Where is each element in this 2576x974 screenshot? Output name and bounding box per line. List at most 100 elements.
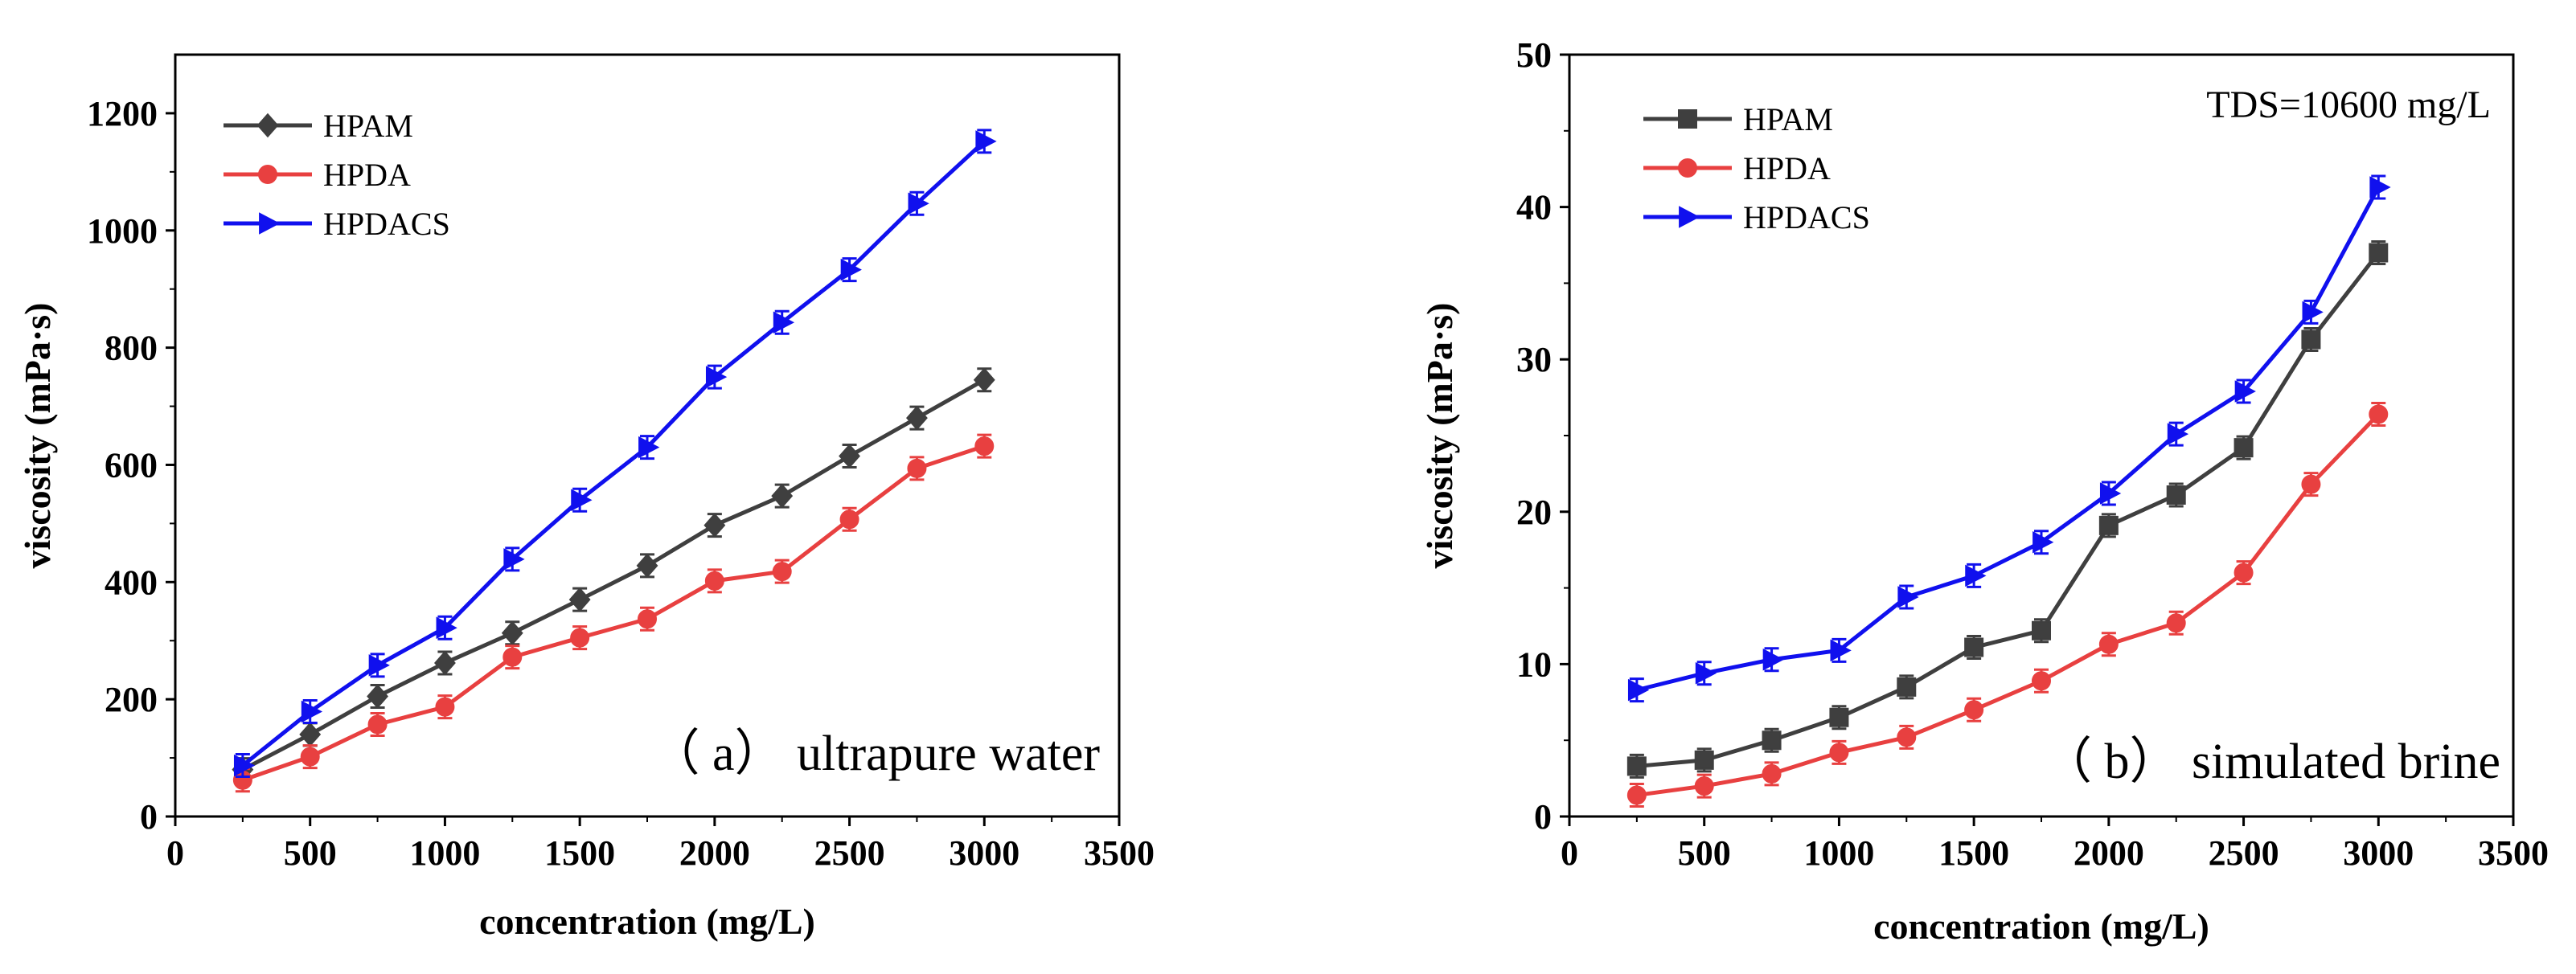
- data-point-hpda: [1829, 743, 1849, 763]
- x-axis-title: concentration (mg/L): [1873, 906, 2209, 947]
- series-line-hpam: [241, 378, 986, 771]
- data-point-hpdacs: [2032, 530, 2054, 554]
- y-tick-label: 1200: [87, 94, 158, 133]
- data-point-hpdacs: [2167, 423, 2189, 445]
- legend-marker-hpda: [258, 165, 277, 184]
- legend-marker-hpam: [1678, 109, 1697, 129]
- data-point-hpam: [433, 650, 456, 676]
- data-point-hpam: [703, 513, 726, 538]
- data-point-hpdacs: [1627, 678, 1650, 702]
- y-tick-label: 0: [140, 797, 158, 837]
- legend: HPAM HPDA HPDACS: [224, 108, 450, 242]
- data-point-hpda: [2032, 671, 2051, 691]
- data-point-hpdacs: [571, 489, 593, 511]
- y-tick-label: 600: [105, 445, 158, 485]
- series-line-hpdacs: [1636, 186, 2381, 693]
- data-point-hpdacs: [705, 366, 728, 388]
- data-point-hpam: [1694, 750, 1714, 770]
- y-tick-label: 400: [105, 563, 158, 602]
- y-tick-label: 1000: [87, 211, 158, 251]
- y-tick-label: 50: [1516, 35, 1552, 75]
- y-tick-label: 20: [1516, 493, 1552, 532]
- data-point-hpda: [2301, 474, 2321, 494]
- series-line-hpda: [242, 444, 986, 783]
- legend-marker-hpdacs: [259, 212, 281, 235]
- series-line-hpda: [1636, 412, 2381, 797]
- series-line-hpam: [1636, 251, 2381, 768]
- data-point-hpam: [1897, 677, 1917, 697]
- data-point-hpam: [636, 553, 658, 579]
- data-point-hpam: [905, 405, 928, 431]
- chart-simulated-brine: 0 500 1000 1500 2000 2500 3000 3500 0 10 20 30 40 50 c…: [1419, 35, 2549, 947]
- data-point-hpdacs: [1897, 586, 1919, 608]
- data-point-hpda: [1762, 763, 1782, 784]
- data-point-hpda: [772, 562, 792, 582]
- panel-annotation: （ b） simulated brine: [2042, 735, 2500, 789]
- series-hpdacs: [1627, 174, 2391, 703]
- x-tick-label: 3000: [2343, 833, 2414, 873]
- data-point-hpam: [973, 367, 995, 392]
- x-tick-label: 0: [1561, 833, 1578, 873]
- data-point-hpam: [2369, 243, 2389, 263]
- data-point-hpdacs: [2369, 176, 2391, 198]
- legend-label-hpdacs: HPDACS: [1743, 199, 1870, 235]
- x-tick-label: 1500: [1938, 833, 2009, 873]
- data-point-hpam: [1762, 730, 1782, 751]
- legend-label-hpdacs: HPDACS: [323, 206, 450, 242]
- x-tick-label: 500: [1678, 833, 1731, 873]
- y-tick-label: 200: [105, 680, 158, 719]
- x-tick-label: 0: [166, 833, 184, 873]
- legend-marker-hpda: [1678, 158, 1697, 178]
- data-point-hpam: [771, 483, 794, 509]
- x-tick-label: 1000: [1803, 833, 1874, 873]
- panel-annotation: （ a） ultrapure water: [650, 726, 1101, 781]
- data-point-hpda: [2369, 404, 2389, 424]
- data-point-hpda: [704, 571, 724, 591]
- x-axis-title: concentration (mg/L): [479, 901, 815, 942]
- series-line-hpdacs: [241, 140, 986, 767]
- y-axis-title: viscosity (mPa·s): [17, 303, 58, 569]
- series-hpdacs: [233, 129, 997, 779]
- data-point-hpda: [2166, 613, 2186, 633]
- data-point-hpda: [570, 628, 590, 648]
- data-point-hpdacs: [2302, 301, 2324, 324]
- data-point-hpda: [502, 647, 523, 667]
- data-point-hpda: [638, 609, 657, 629]
- y-tick-label: 0: [1534, 797, 1552, 837]
- data-point-hpda: [2098, 634, 2119, 654]
- series-hpam: [1626, 239, 2389, 779]
- data-point-hpam: [1626, 756, 1647, 776]
- legend-marker-hpdacs: [1679, 206, 1700, 228]
- data-point-hpam: [2166, 485, 2186, 505]
- data-point-hpdacs: [368, 654, 390, 677]
- data-point-hpdacs: [1695, 662, 1717, 685]
- data-point-hpam: [2233, 438, 2254, 458]
- legend: HPAM HPDA HPDACS: [1643, 101, 1870, 235]
- x-tick-label: 3500: [1084, 833, 1155, 873]
- data-point-hpda: [1897, 727, 1917, 747]
- data-point-hpda: [367, 714, 388, 735]
- data-point-hpda: [435, 697, 455, 717]
- y-axis-title: viscosity (mPa·s): [1419, 303, 1460, 569]
- data-point-hpam: [568, 587, 591, 612]
- data-point-hpdacs: [2099, 482, 2122, 505]
- series-hpda: [232, 433, 995, 793]
- x-tick-label: 1000: [409, 833, 480, 873]
- data-point-hpam: [1829, 707, 1849, 727]
- data-point-hpda: [907, 458, 927, 478]
- data-point-hpdacs: [301, 700, 323, 723]
- chart-ultrapure-water: 0 500 1000 1500 2000 2500 3000 3500 0 200 400 600 80…: [17, 53, 1155, 942]
- tds-annotation: TDS=10600 mg/L: [2206, 84, 2491, 126]
- data-point-hpda: [839, 510, 859, 530]
- x-tick-label: 2500: [2209, 833, 2279, 873]
- x-tick-label: 500: [284, 833, 337, 873]
- data-point-hpdacs: [975, 130, 997, 153]
- data-point-hpdacs: [436, 616, 457, 639]
- data-point-hpam: [299, 722, 322, 747]
- y-tick-label: 40: [1516, 188, 1552, 227]
- data-point-hpda: [1626, 785, 1647, 805]
- data-point-hpam: [839, 444, 861, 469]
- legend-marker-hpam: [256, 113, 279, 138]
- y-tick-label: 800: [105, 329, 158, 368]
